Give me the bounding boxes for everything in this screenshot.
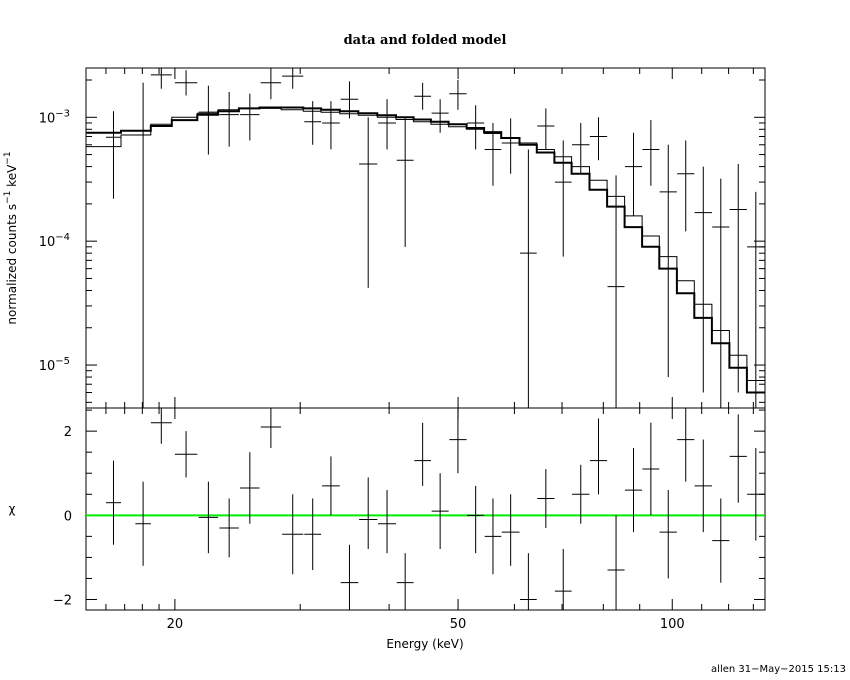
residual-point [677, 408, 695, 482]
x-axis-label: Energy (keV) [386, 637, 463, 651]
data-point [624, 132, 643, 216]
residual-point [501, 494, 520, 566]
residual-point [414, 422, 431, 486]
data-point [677, 140, 695, 232]
data-point [642, 120, 660, 186]
data-point [449, 80, 467, 110]
residual-point [359, 477, 378, 549]
residual-point [659, 490, 677, 579]
x-tick-label: 50 [450, 617, 467, 632]
residual-plot-frame [85, 407, 766, 611]
y-axis-label-residual: χ [9, 502, 16, 516]
data-point [659, 144, 677, 378]
residual-point [624, 447, 643, 533]
residual-point [484, 498, 502, 575]
data-point [378, 99, 396, 150]
residual-point [607, 515, 625, 610]
data-point [135, 82, 151, 408]
x-tick-label: 100 [660, 617, 685, 632]
residual-point [589, 418, 608, 495]
residual-point [694, 439, 712, 533]
residual-point [322, 456, 340, 516]
model-step-line [86, 106, 765, 394]
data-point [150, 68, 172, 89]
data-point [501, 118, 520, 174]
residual-point [150, 408, 172, 444]
residual-point [729, 414, 747, 503]
residual-panel: −2 0 2 20 50 100 χ Energy (keV) [9, 407, 766, 651]
data-point [467, 105, 485, 150]
x-tick-labels: 20 50 100 [167, 617, 685, 632]
residual-point [282, 494, 304, 575]
data-point [240, 93, 260, 141]
residual-point [340, 544, 359, 610]
y-tick-label: −2 [53, 593, 72, 608]
data-point [520, 149, 537, 408]
folded-model [86, 106, 765, 394]
residual-point [572, 464, 590, 524]
data-point [589, 117, 608, 161]
data-point [537, 108, 555, 150]
residual-point [304, 498, 322, 571]
data-point [414, 82, 431, 110]
residual-point [174, 431, 198, 478]
data-point [282, 68, 304, 89]
data-point [260, 68, 282, 100]
data-point [359, 117, 378, 288]
data-point [747, 191, 765, 408]
residual-point [378, 490, 396, 554]
data-point [174, 70, 198, 96]
y-tick-label: 10−3 [39, 108, 70, 126]
residual-point [537, 469, 555, 528]
data-point [431, 99, 449, 133]
residual-point [260, 408, 282, 448]
folded-model-secondary [86, 107, 765, 381]
data-point [554, 140, 572, 257]
x-tick-label: 20 [167, 617, 184, 632]
data-point [484, 122, 502, 186]
data-point [304, 101, 322, 145]
residual-point [747, 447, 765, 541]
spectrum-panel: 10−5 10−4 10−3 normalized counts s−1 keV−1 [3, 67, 766, 409]
y-tick-label: 10−5 [39, 356, 70, 374]
residual-point [396, 553, 414, 610]
residual-point [219, 498, 239, 558]
residual-point [449, 408, 467, 474]
residual-ticks [85, 408, 765, 610]
author-timestamp: allen 31−May−2015 15:13 [711, 664, 846, 675]
residual-point [467, 485, 485, 554]
y-axis-label-spectrum: normalized counts s−1 keV−1 [3, 151, 19, 324]
data-point [729, 163, 747, 393]
residual-y-tick-labels: −2 0 2 [53, 425, 72, 608]
chart-title: data and folded model [344, 33, 507, 48]
residual-point [520, 553, 537, 610]
y-tick-label: 10−4 [39, 232, 70, 250]
residual-point [135, 481, 151, 566]
data-point [105, 111, 122, 199]
model-step-line-secondary [86, 107, 765, 381]
spectrum-y-tick-labels: 10−5 10−4 10−3 [39, 108, 70, 374]
residual-point [240, 452, 260, 524]
y-tick-label: 2 [64, 425, 72, 440]
residual-point [712, 498, 730, 583]
data-point [322, 101, 340, 150]
data-point [396, 117, 414, 247]
residual-point [198, 481, 219, 554]
data-point [340, 81, 359, 119]
residual-points [105, 408, 765, 610]
y-tick-label: 0 [64, 509, 72, 524]
data-point [694, 166, 712, 393]
data-points [105, 68, 765, 408]
data-point [712, 178, 730, 408]
residual-point [431, 473, 449, 549]
data-point [572, 122, 590, 174]
data-point [607, 175, 625, 408]
residual-point [554, 548, 572, 610]
data-point [198, 85, 219, 155]
residual-point [105, 460, 122, 545]
data-point [219, 92, 239, 147]
residual-point [642, 422, 660, 516]
